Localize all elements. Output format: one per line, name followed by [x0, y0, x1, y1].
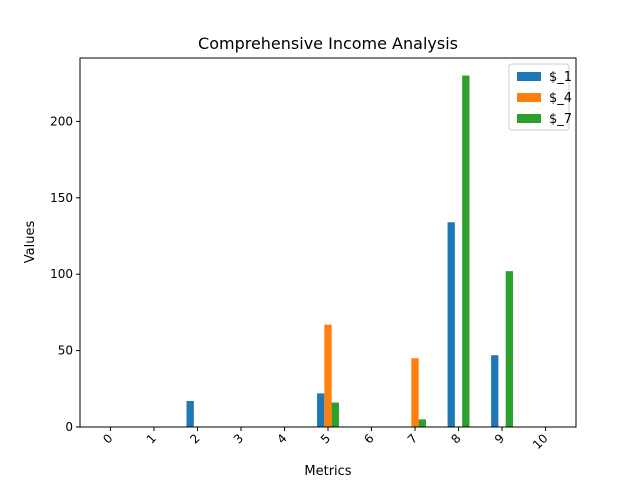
bar-series-0-cat-8 [447, 222, 455, 427]
legend: $_1 $_4 $_7 [508, 63, 572, 131]
plot-frame [79, 57, 577, 428]
y-axis: 0 50 100 150 200 [50, 114, 80, 434]
legend-swatch [517, 114, 541, 123]
bar-series-2-cat-5 [331, 402, 339, 427]
bar-series-1-cat-5 [324, 324, 332, 427]
legend-label: $_1 [549, 70, 572, 85]
bar-series-0-cat-2 [186, 401, 194, 427]
bar-series-0-cat-5 [317, 393, 325, 427]
x-axis-label: Metrics [304, 464, 351, 479]
bars-layer [186, 75, 513, 427]
legend-swatch [517, 72, 541, 81]
legend-label: $_7 [549, 112, 572, 127]
bar-series-0-cat-9 [491, 355, 499, 427]
legend-swatch [517, 93, 541, 102]
y-tick-label: 50 [58, 344, 73, 358]
y-tick-label: 200 [50, 114, 73, 128]
y-tick-label: 150 [50, 191, 73, 205]
legend-label: $_4 [549, 91, 572, 106]
bar-series-1-cat-7 [411, 358, 419, 427]
y-axis-label: Values [23, 221, 38, 264]
chart-title: Comprehensive Income Analysis [198, 34, 458, 53]
bar-series-2-cat-7 [418, 419, 426, 427]
bar-series-2-cat-8 [462, 75, 470, 427]
y-tick-label: 100 [50, 267, 73, 281]
y-tick-label: 0 [65, 420, 73, 434]
bar-series-2-cat-9 [505, 271, 513, 427]
